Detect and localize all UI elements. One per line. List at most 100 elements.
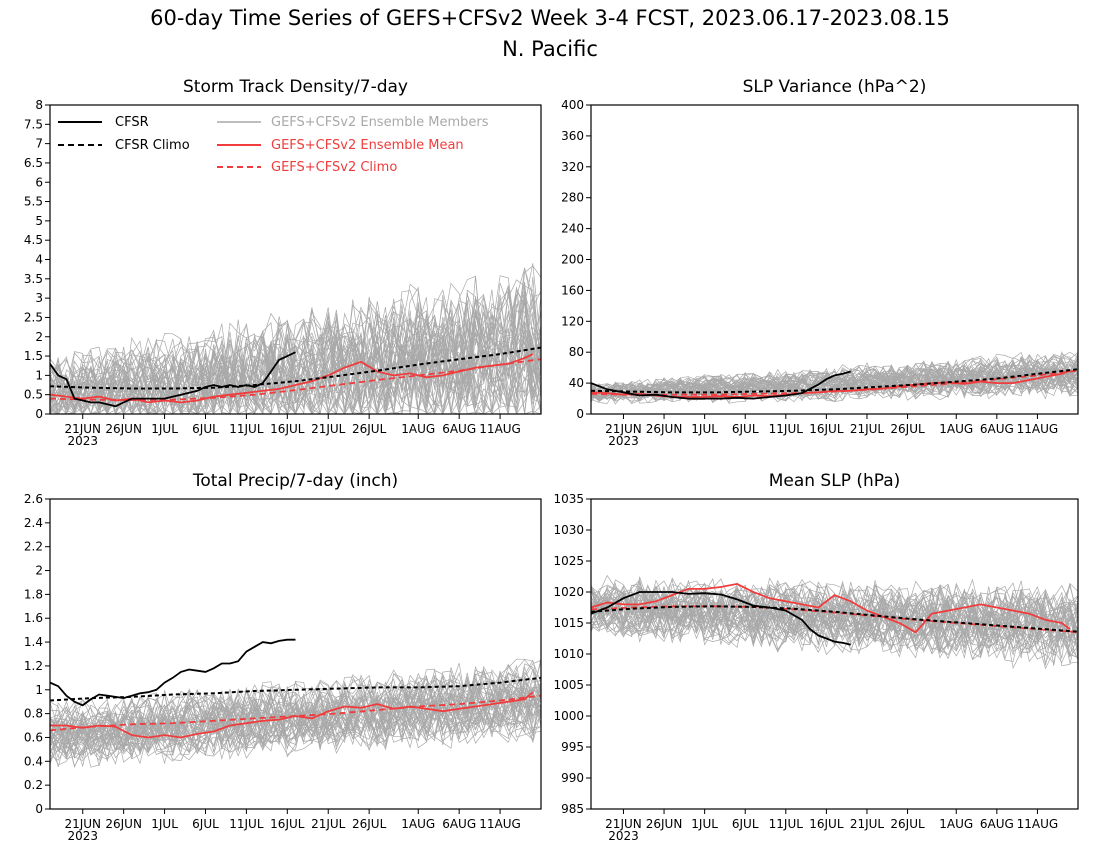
legend-label-cfsr-climo: CFSR Climo [115,138,190,153]
panel-storm-track-density: Storm Track Density/7-day 0 0.5 1 1.5 2 2.5 3 3.… [24,77,542,448]
x-tick-label: 1AUG [401,817,435,831]
panel-title: Total Precip/7-day (inch) [192,471,398,491]
x-tick-label: 21JUN [64,817,101,831]
y-tick-label: 1.8 [24,587,43,601]
ensemble-member-line [50,685,541,763]
y-tick-label: 7.5 [24,117,43,131]
x-tick-label: 16JUL [809,817,844,831]
y-tick-label: 985 [561,802,584,816]
series-gefs-cfsv2-ensemble-mean [50,691,534,739]
y-tick-label: 160 [561,283,584,297]
x-tick-label: 21JUL [850,817,885,831]
ensemble-member-line [591,362,1078,402]
x-tick-label: 6AUG [442,422,476,436]
y-tick-label: 1020 [553,585,584,599]
ensemble-member-line [50,288,541,413]
y-tick-label: 120 [561,314,584,328]
y-tick-label: 6 [35,175,43,189]
x-tick-label: 11AUG [479,817,521,831]
x-tick-label: 6AUG [980,422,1014,436]
ensemble-member-line [50,290,541,411]
ensemble-member-line [50,300,541,405]
ensemble-member-line [50,665,541,737]
x-tick-label: 16JUL [270,817,305,831]
y-tick-label: 0.8 [24,707,43,721]
x-tick-label: 26JUL [890,422,925,436]
x-tick-label: 1AUG [401,422,435,436]
x-tick-label: 11JUL [769,817,804,831]
ensemble-member-line [591,582,1078,642]
series-cfsr-climo [591,368,1078,394]
series-cfsr [50,351,296,408]
ensemble-member-line [591,577,1078,626]
y-tick-label: 7 [35,137,43,151]
y-tick-label: 320 [561,160,584,174]
x-tick-label: 21JUL [311,422,346,436]
x-tick-label: 21JUN [64,422,101,436]
ensemble-members [591,574,1078,670]
x-tick-label: 26JUN [646,422,683,436]
y-tick-label: 8 [35,98,43,112]
ensemble-member-line [50,265,541,402]
ensemble-member-line [591,597,1078,652]
y-tick-label: 2.6 [24,492,43,506]
y-tick-label: 400 [561,98,584,112]
x-tick-label: 6JUL [732,422,759,436]
ensemble-members [50,263,541,414]
panel-title: SLP Variance (hPa^2) [743,77,927,97]
y-tick-label: 3.5 [24,272,43,286]
y-tick-label: 40 [569,376,584,390]
y-tick-label: 1025 [553,554,584,568]
x-tick-label: 1JUL [691,817,718,831]
y-tick-label: 1035 [553,492,584,506]
plot-frame [49,498,542,810]
x-tick-label: 11AUG [1017,422,1059,436]
ensemble-member-line [591,353,1078,395]
ensemble-member-line [591,356,1078,397]
panel-slp-variance: SLP Variance (hPa^2) 0 40 80 120 160 200 240 280… [561,77,1079,448]
series-gefs-cfsv2-ensemble-mean [591,582,1071,634]
ensemble-member-line [591,369,1078,404]
x-tick-label: 6JUL [192,817,219,831]
ensemble-member-line [50,284,541,407]
y-tick-label: 2.2 [24,540,43,554]
ensemble-member-line [591,595,1078,656]
x-tick-label: 21JUL [311,817,346,831]
y-tick-label: 0.5 [24,388,43,402]
ensemble-member-line [591,585,1078,643]
y-tick-label: 1.4 [24,635,43,649]
y-tick-label: 5.5 [24,195,43,209]
x-tick-label: 1JUL [691,422,718,436]
y-tick-label: 360 [561,129,584,143]
ensemble-member-line [50,689,541,760]
y-tick-label: 280 [561,191,584,205]
y-tick-label: 1 [35,368,43,382]
ensemble-member-line [50,309,541,414]
ensemble-member-line [50,310,541,414]
ensemble-member-line [591,602,1078,661]
x-tick-label: 11AUG [1017,817,1059,831]
x-tick-label: 16JUL [809,422,844,436]
y-tick-label: 1005 [553,678,584,692]
panel-title: Mean SLP (hPa) [769,471,901,491]
y-tick-label: 2.4 [24,516,43,530]
y-tick-label: 80 [569,345,584,359]
ensemble-member-line [591,370,1078,403]
x-year-label: 2023 [67,829,98,843]
ensemble-member-line [591,352,1078,397]
ensemble-members [50,657,541,768]
y-tick-label: 1.2 [24,659,43,673]
legend-label-cfsr: CFSR [115,115,149,130]
x-tick-label: 21JUN [605,817,642,831]
x-tick-label: 6JUL [732,817,759,831]
plot-frame [590,498,1079,810]
ensemble-member-line [591,598,1078,658]
x-tick-label: 26JUL [352,817,387,831]
x-tick-label: 6JUL [192,422,219,436]
panel-mean-slp: Mean SLP (hPa) 985 990 995 1000 1005 1010 1015 1… [553,471,1079,843]
ensemble-member-line [50,659,541,733]
y-tick-label: 1015 [553,616,584,630]
y-tick-label: 0 [35,407,43,421]
x-tick-label: 1AUG [939,817,973,831]
